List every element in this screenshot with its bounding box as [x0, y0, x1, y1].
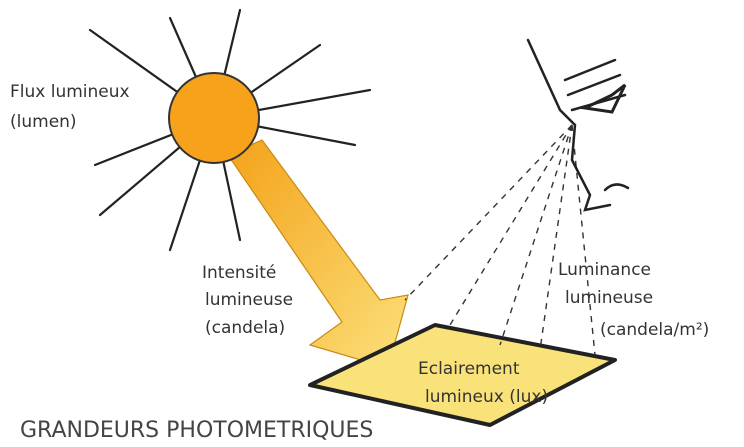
label-line: Intensité — [202, 263, 276, 283]
label-line: lumineuse — [565, 288, 653, 308]
observer-face — [526, 38, 630, 212]
label-line: Luminance — [558, 260, 651, 280]
intensity-beam — [227, 139, 409, 369]
label-line: lumineux (lux) — [425, 387, 548, 407]
luminance-label: Luminance lumineuse (candela/m²) — [558, 260, 709, 340]
sun — [168, 72, 260, 164]
label-line: lumineuse — [205, 290, 293, 310]
label-line: (candela/m²) — [600, 320, 709, 340]
illuminated-surface — [308, 323, 617, 427]
label-line: (lumen) — [10, 112, 77, 132]
view-lines — [404, 124, 596, 356]
label-line: Eclairement — [418, 359, 520, 379]
label-line: (candela) — [205, 318, 285, 338]
title: GRANDEURS PHOTOMETRIQUES — [20, 418, 373, 443]
illuminance-label: Eclairement lumineux (lux) — [418, 359, 548, 407]
intensity-label: Intensité lumineuse (candela) — [202, 263, 293, 338]
label-line: Flux lumineux — [10, 82, 130, 102]
flux-label: Flux lumineux (lumen) — [10, 82, 130, 132]
